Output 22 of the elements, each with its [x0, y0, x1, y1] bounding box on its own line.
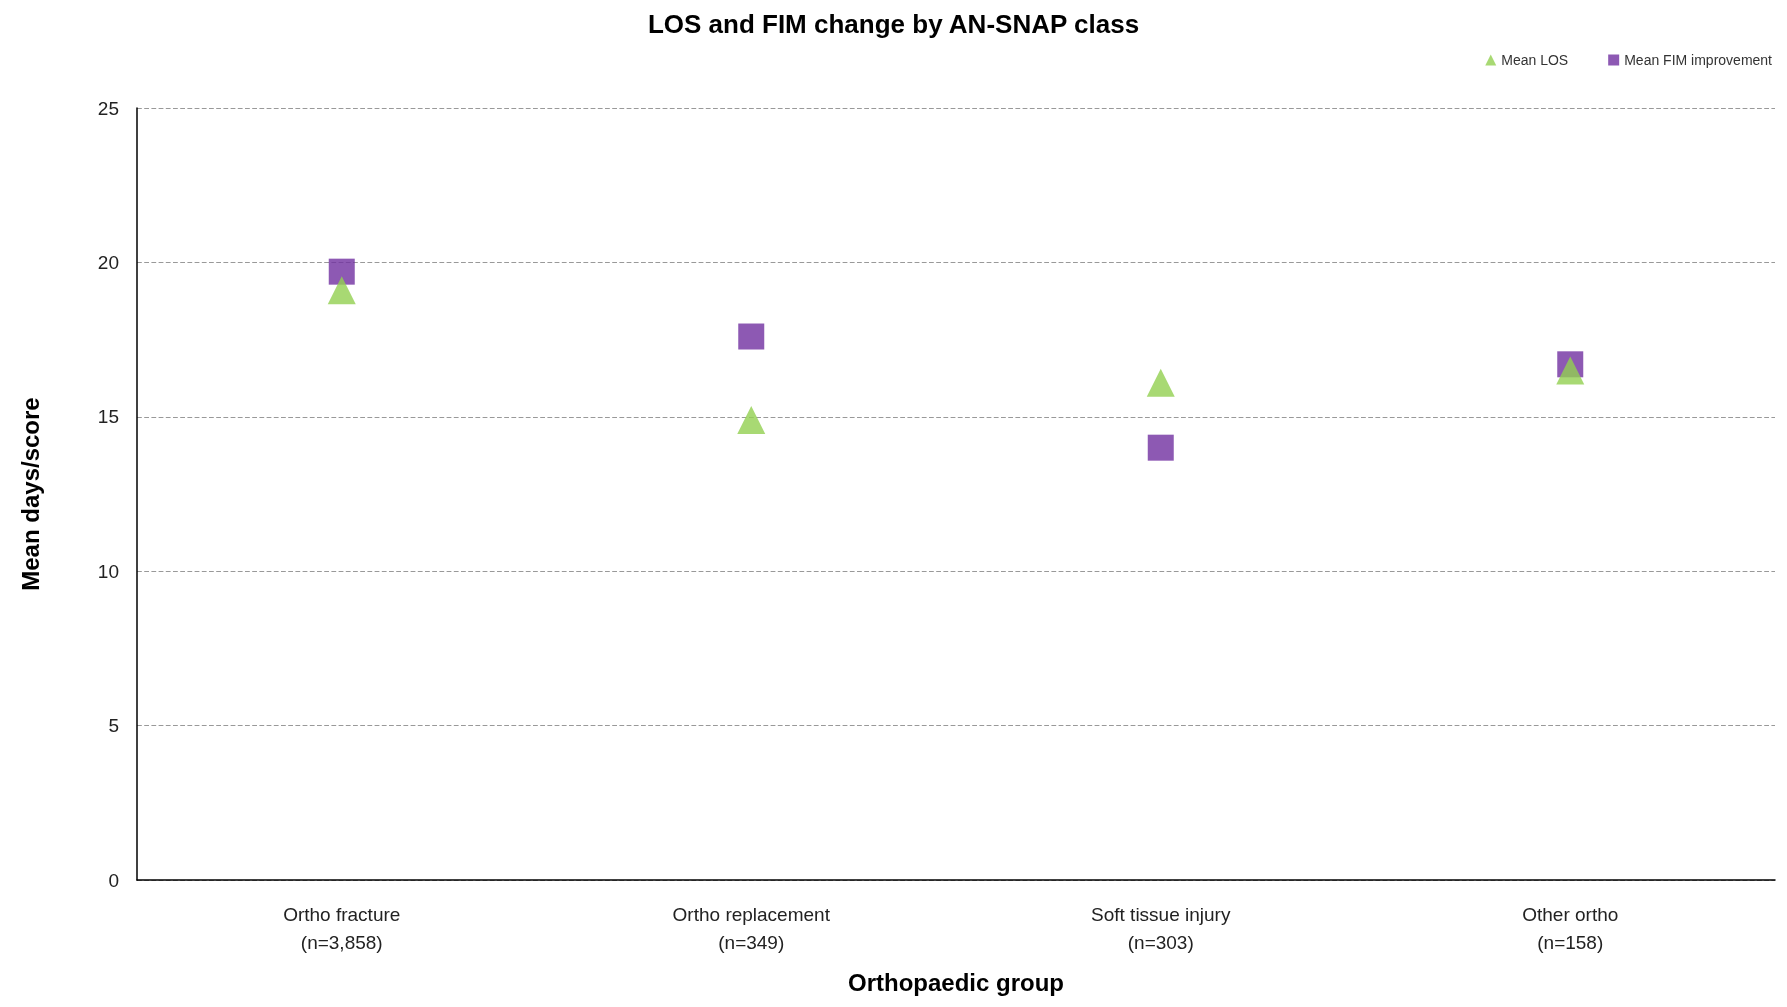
x-tick-label: Other ortho (n=158) [1522, 903, 1619, 953]
point [1146, 368, 1175, 397]
y-tick-label: 10 [97, 560, 119, 582]
x-tick-label: Ortho replacement (n=349) [672, 903, 831, 953]
y-tick-label: 20 [97, 251, 119, 273]
x-tick-label: Ortho fracture (n=3,858) [283, 903, 401, 953]
y-tick-label: 5 [108, 715, 119, 737]
y-axis-title: Mean days/score [16, 397, 44, 591]
legend-label: Mean FIM improvement [1624, 52, 1773, 68]
chart-title: LOS and FIM change by AN-SNAP class [647, 9, 1140, 39]
y-tick-label: 25 [97, 97, 119, 119]
point [738, 323, 765, 350]
point [1556, 356, 1585, 385]
point [737, 405, 766, 434]
y-tick-label: 0 [108, 869, 119, 891]
x-tick-label: Soft tissue injury (n=303) [1091, 903, 1231, 953]
x-axis-title: Orthopaedic group [848, 968, 1064, 996]
point [328, 258, 355, 285]
legend-label: Mean LOS [1501, 52, 1569, 68]
point [1147, 434, 1174, 461]
y-tick-label: 15 [97, 406, 119, 428]
point [327, 276, 356, 305]
